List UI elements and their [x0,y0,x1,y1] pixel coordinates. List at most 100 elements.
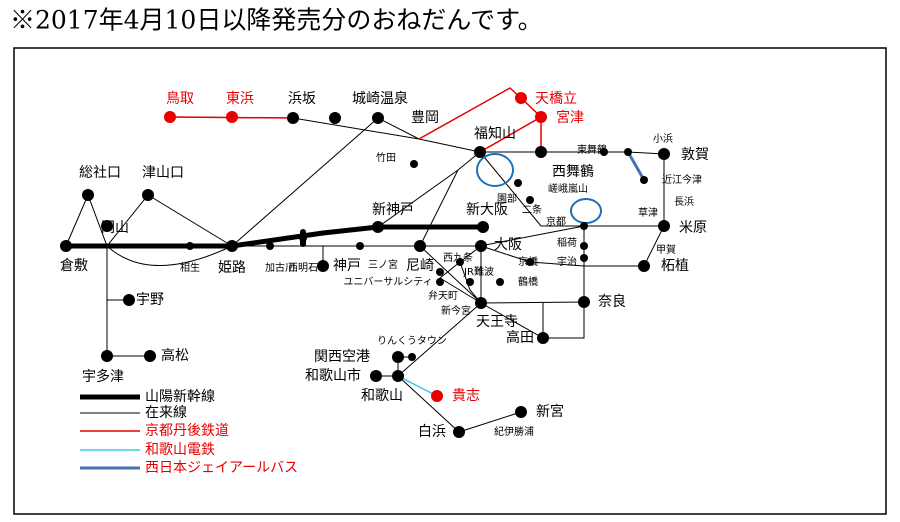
station-dot [600,148,608,156]
station-label: 甲賀 [656,244,676,256]
station-dot [164,111,176,123]
station-dot [658,148,670,160]
station-dot [535,146,547,158]
station-dot [408,353,416,361]
station-label: 近江今津 [662,173,702,186]
station-label: 草津 [638,207,658,219]
station-label: 園部 [497,192,517,205]
station-label: 白浜 [418,424,446,440]
station-label: 新宮 [536,404,564,420]
station-dot [226,111,238,123]
station-dot [144,350,156,362]
title: ※2017年4月10日以降発売分のおねだんです。 [10,6,543,35]
station-dot [580,254,588,262]
station-dot [392,351,404,363]
station-label: 米原 [679,220,707,236]
station-label: 三ノ宮 [368,258,398,271]
station-dot [436,268,444,276]
station-label: 小浜 [653,133,673,145]
station-label: 嵯峨嵐山 [548,182,588,195]
legend-label: 和歌山電鉄 [145,442,215,458]
station-dot [329,112,341,124]
legend: 山陽新幹線 在来線 京都丹後鉄道 和歌山電鉄 西日本ジェイアールバス [80,388,298,476]
station-label: 西九条 [443,251,473,264]
station-dot [60,240,72,252]
station-label: 尼崎 [406,258,434,274]
station-label: 鳥取 [166,91,194,107]
station-label: 天橋立 [535,91,577,107]
station-dot [466,278,474,286]
station-dot [537,332,549,344]
station-label: 新今宮 [441,304,471,317]
station-label: 弁天町 [428,289,458,302]
station-label: りんくうタウン [377,335,447,347]
station-label: 関西空港 [314,349,370,365]
station-dot [142,189,154,201]
station-dot [356,242,364,250]
station-dot [186,242,194,250]
station-label: JR難波 [463,265,494,278]
station-dot [456,258,464,266]
station-label: 新大阪 [466,202,508,218]
station-label: 神戸 [333,258,361,274]
station-dot [226,240,238,252]
station-dot [624,148,632,156]
station-label: 豊岡 [411,110,439,126]
station-dot [474,146,486,158]
station-label: 天王寺 [476,314,518,330]
station-dot [526,196,534,204]
legend-label: 京都丹後鉄道 [145,423,229,439]
station-label: 宇治 [557,255,577,268]
station-dot [515,92,527,104]
station-dot [638,260,650,272]
station-dot [372,221,384,233]
legend-label: 山陽新幹線 [145,388,215,405]
station-dot [410,160,418,168]
station-label: 倉敷 [60,258,88,274]
station-label: 長浜 [674,196,694,208]
station-label: 京都 [546,215,566,228]
station-label: 紀伊勝浦 [494,425,534,438]
station-label: 浜坂 [288,91,316,107]
station-label: 姫路 [218,260,246,276]
station-dot [101,350,113,362]
station-dot [414,240,426,252]
station-label: 京橋 [518,255,538,268]
station-dot [299,234,307,242]
station-dot [515,406,527,418]
station-label: 宇野 [136,292,164,308]
station-label: 和歌山市 [305,367,361,384]
station-dot [578,296,590,308]
station-dot [82,189,94,201]
station-dot [658,220,670,232]
station-label: 福知山 [474,125,516,142]
station-dot [453,426,465,438]
station-label: 津山口 [142,165,184,181]
station-dot [477,221,489,233]
station-label: 岡山 [101,220,129,236]
station-label: 加古川 [265,261,295,274]
station-label: 総社口 [79,165,121,181]
station-dot [640,176,648,184]
station-label: 大阪 [494,237,522,253]
station-dot [266,242,274,250]
legend-label: 在来線 [145,405,187,421]
station-label: 宮津 [556,110,584,126]
station-label: 稲荷 [557,237,577,249]
station-dot [317,260,329,272]
station-label: 西明石 [288,262,318,274]
station-label: ユニバーサルシティ [343,276,432,288]
station-label: 敦賀 [681,147,709,163]
station-label: 相生 [180,261,200,274]
station-dot [496,278,504,286]
station-label: 東舞鶴 [577,143,607,156]
station-dot [580,242,588,250]
station-label: 二条 [522,203,542,216]
station-label: 鶴橋 [518,275,538,288]
station-dot [526,258,534,266]
station-dot [431,390,443,402]
legend-label: 西日本ジェイアールバス [145,460,298,476]
